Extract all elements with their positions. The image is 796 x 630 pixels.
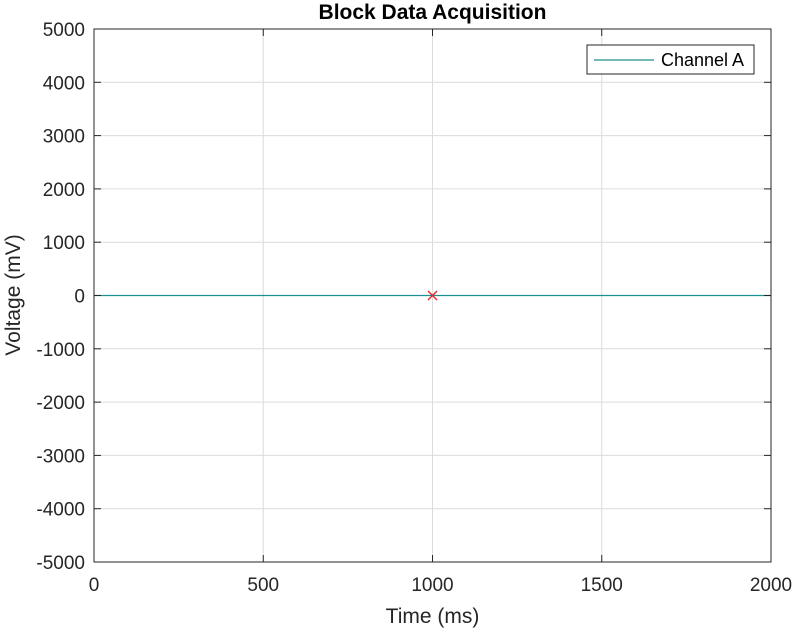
series-point: [178, 294, 180, 297]
series-point: [601, 294, 603, 297]
chart-title: Block Data Acquisition: [319, 1, 547, 24]
y-tick-label: 2000: [43, 180, 85, 201]
legend-label-channel-a: Channel A: [661, 50, 744, 70]
x-axis-title: Time (ms): [386, 605, 480, 628]
ticks: 0 500 1000 1500 2000 -5000 -4000 -3000 -2000 -100…: [36, 20, 792, 596]
x-tick-label: 500: [247, 575, 279, 596]
marker-layer: [427, 290, 438, 301]
series-point: [262, 294, 264, 297]
x-tick-label: 2000: [750, 575, 792, 596]
series-point: [347, 294, 349, 297]
x-tick-label: 1500: [581, 575, 623, 596]
series-point: [685, 294, 687, 297]
y-tick-label: -5000: [36, 553, 85, 574]
y-tick-label: -3000: [36, 446, 85, 467]
y-tick-label: 4000: [43, 73, 85, 94]
y-axis-title: Voltage (mV): [2, 234, 25, 355]
y-tick-label: 0: [74, 287, 85, 308]
y-tick-label: 1000: [43, 233, 85, 254]
y-tick-label: 5000: [43, 20, 85, 41]
series-point: [516, 294, 518, 297]
x-tick-label: 0: [89, 575, 100, 596]
y-tick-label: -2000: [36, 393, 85, 414]
y-tick-label: -1000: [36, 340, 85, 361]
y-tick-label: -4000: [36, 500, 85, 521]
x-tick-label: 1000: [411, 575, 453, 596]
x-marker: [427, 290, 438, 301]
y-tick-label: 3000: [43, 127, 85, 148]
legend: Channel A: [586, 44, 755, 75]
